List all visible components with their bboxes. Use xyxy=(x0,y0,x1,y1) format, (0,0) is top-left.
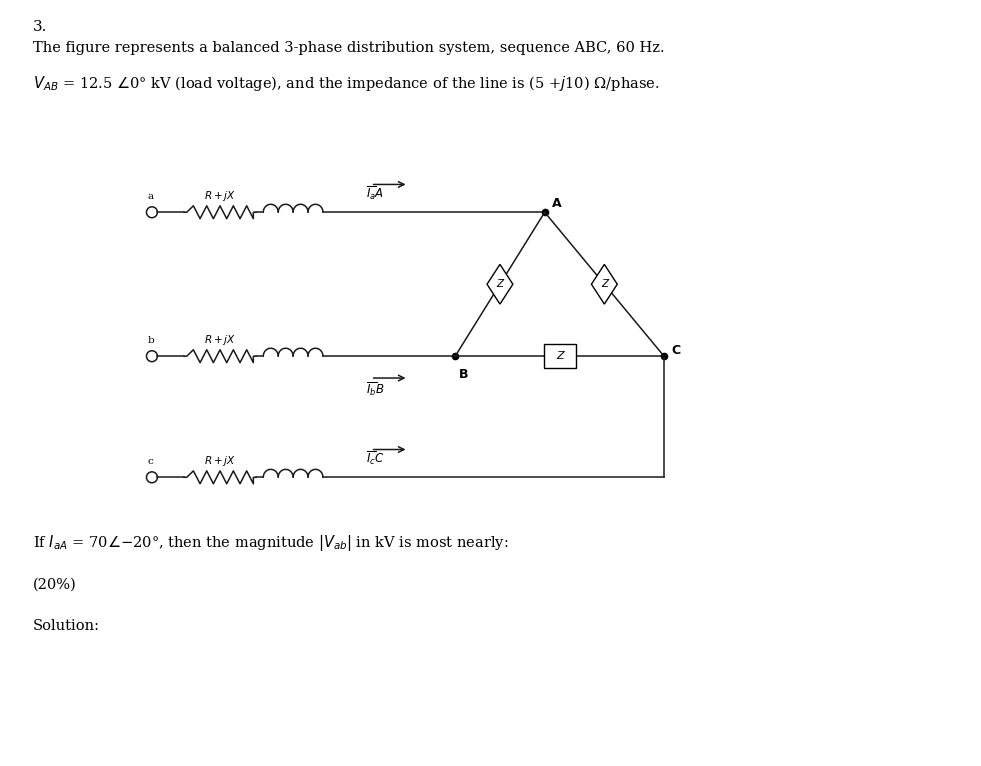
Text: Solution:: Solution: xyxy=(32,619,100,633)
Text: If $I_{aA}$ = 70$\angle$$-$20°, then the magnitude $|V_{ab}|$ in kV is most near: If $I_{aA}$ = 70$\angle$$-$20°, then the… xyxy=(32,533,508,553)
Text: $V_{AB}$ = 12.5 $\angle$0° kV (load voltage), and the impedance of the line is (: $V_{AB}$ = 12.5 $\angle$0° kV (load volt… xyxy=(32,74,659,93)
Text: 3.: 3. xyxy=(32,20,47,34)
Text: b: b xyxy=(148,336,155,345)
Text: $\overline{I_c}C$: $\overline{I_c}C$ xyxy=(366,450,385,467)
Polygon shape xyxy=(487,264,513,304)
Text: Z: Z xyxy=(556,351,563,362)
Text: $R+jX$: $R+jX$ xyxy=(204,454,236,468)
Text: Z: Z xyxy=(600,280,608,290)
Text: $\overline{I_b}B$: $\overline{I_b}B$ xyxy=(366,380,385,398)
Text: B: B xyxy=(459,368,469,381)
Text: Z: Z xyxy=(496,280,503,290)
Text: $R+jX$: $R+jX$ xyxy=(204,189,236,203)
Polygon shape xyxy=(592,264,617,304)
Text: A: A xyxy=(551,198,561,211)
Text: C: C xyxy=(671,344,680,357)
Text: a: a xyxy=(148,192,154,201)
Text: $R+jX$: $R+jX$ xyxy=(204,333,236,347)
Text: $\overline{I_a}A$: $\overline{I_a}A$ xyxy=(366,185,384,202)
Text: (20%): (20%) xyxy=(32,578,77,591)
FancyBboxPatch shape xyxy=(543,344,576,368)
Text: The figure represents a balanced 3-phase distribution system, sequence ABC, 60 H: The figure represents a balanced 3-phase… xyxy=(32,41,664,55)
Text: c: c xyxy=(148,457,154,466)
